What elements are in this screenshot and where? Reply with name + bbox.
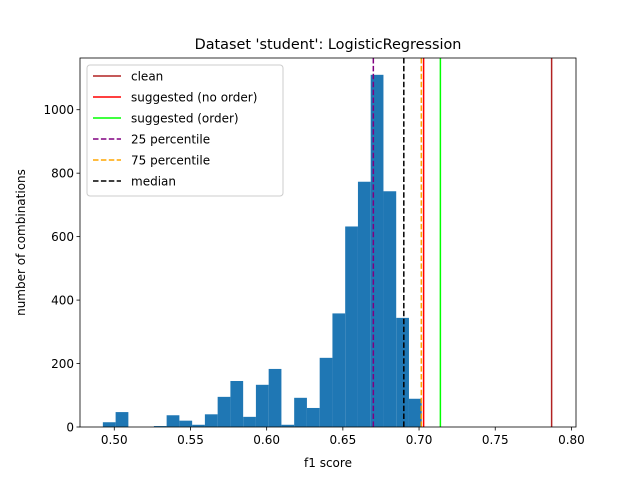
histogram-bars — [102, 74, 422, 428]
x-tick-label: 0.55 — [177, 433, 204, 447]
histogram-bar — [179, 420, 193, 427]
axes-frame — [79, 57, 577, 428]
legend-label: clean — [131, 69, 163, 83]
histogram-bar — [294, 397, 307, 427]
x-tick-label: 0.70 — [406, 433, 433, 447]
legend-box — [86, 64, 284, 197]
histogram-bar — [268, 368, 282, 427]
legend-label: median — [131, 174, 176, 188]
plot-area: 0.50 0.55 0.60 0.65 0.70 0.75 0.80 0 200 400 600 8… — [43, 57, 585, 447]
y-tick-label: 0 — [66, 420, 74, 434]
chart-title: Dataset 'student': LogisticRegression — [195, 37, 462, 53]
y-tick-label: 800 — [51, 166, 74, 180]
legend-label: suggested (no order) — [131, 90, 257, 104]
y-axis-label: number of combinations — [14, 169, 28, 316]
histogram-bar — [217, 396, 231, 427]
x-tick-label: 0.80 — [558, 433, 585, 447]
legend-label: suggested (order) — [131, 111, 239, 125]
y-axis: 0 200 400 600 800 1000 — [43, 103, 80, 434]
histogram-bar — [102, 422, 116, 427]
histogram-bar — [115, 412, 129, 427]
histogram-bar — [204, 414, 218, 427]
histogram-bar — [281, 424, 295, 427]
histogram-bar — [357, 181, 371, 427]
legend: clean suggested (no order) suggested (orde… — [86, 64, 284, 197]
x-tick-label: 0.60 — [253, 433, 280, 447]
histogram-bar — [255, 384, 269, 427]
histogram-bar — [243, 416, 256, 427]
legend-label: 25 percentile — [131, 132, 210, 146]
y-tick-label: 1000 — [43, 103, 74, 117]
histogram-bar — [166, 415, 180, 427]
x-axis-label: f1 score — [304, 456, 352, 470]
y-tick-label: 400 — [51, 293, 74, 307]
histogram-bar — [383, 191, 397, 427]
y-tick-label: 200 — [51, 357, 74, 371]
x-tick-label: 0.50 — [101, 433, 128, 447]
histogram-bar — [319, 357, 333, 427]
legend-label: 75 percentile — [131, 153, 210, 167]
histogram-bar — [396, 317, 409, 427]
histogram-bar — [192, 424, 205, 427]
y-tick-label: 600 — [51, 230, 74, 244]
histogram-bar — [306, 407, 320, 427]
histogram-bar — [153, 426, 167, 427]
histogram-bar — [345, 226, 358, 427]
histogram-bar — [230, 380, 244, 427]
histogram-bar — [408, 398, 422, 427]
x-axis: 0.50 0.55 0.60 0.65 0.70 0.75 0.80 — [101, 427, 585, 447]
x-tick-label: 0.75 — [482, 433, 509, 447]
reference-lines — [372, 58, 553, 427]
histogram-bar — [332, 313, 346, 427]
x-tick-label: 0.65 — [329, 433, 356, 447]
